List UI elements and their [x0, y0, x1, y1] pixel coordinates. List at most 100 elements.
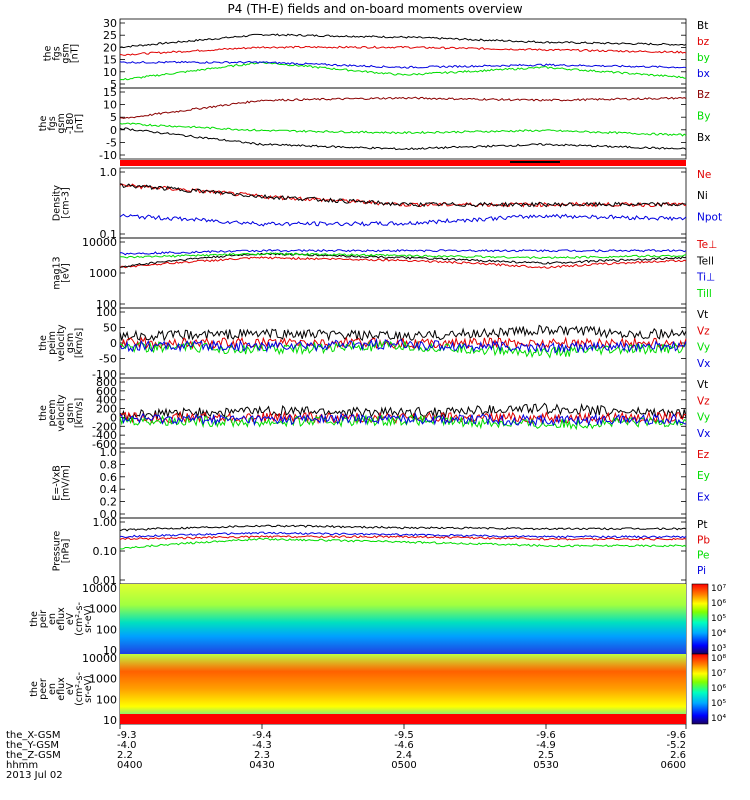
- y-axis-label: eV: [65, 682, 76, 695]
- series-peem-velocity-Vt: [119, 402, 687, 421]
- y-axis-label: gsm: [65, 333, 76, 353]
- series-peim-velocity-Vz: [119, 336, 687, 350]
- y-axis-label: the: [29, 611, 40, 627]
- x-row-value: -9.6: [536, 730, 556, 741]
- y-axis-label: sr-eV): [83, 605, 94, 633]
- peer-spectrogram-low-energy-band: [120, 714, 686, 724]
- panel-pressure: 0.01 0.10 1.00 Pressure[nPa] Pt Pb Pe Pi: [52, 516, 711, 587]
- y-axis-label: velocity: [56, 324, 67, 362]
- y-axis-label: (cm²-s-: [74, 602, 85, 636]
- y-tick-label: 15: [103, 54, 117, 67]
- y-axis-label: [nT]: [74, 114, 85, 133]
- y-tick-label: 100: [96, 298, 117, 311]
- x-row-value: -5.2: [666, 740, 686, 751]
- y-axis-label: the: [29, 681, 40, 697]
- y-axis-label: peer: [38, 678, 49, 700]
- y-axis-label: mag13: [52, 256, 63, 289]
- y-axis-label: gsm: [65, 403, 76, 423]
- y-tick-label: 1000: [89, 673, 117, 686]
- x-row-label: the_Z-GSM: [6, 750, 61, 761]
- peir-colorbar: [691, 583, 709, 655]
- x-row-value: 0530: [533, 760, 558, 771]
- legend-fgs-gse-0: Bz: [697, 89, 710, 101]
- y-tick-label: 10: [103, 99, 117, 112]
- y-axis-label: E=-VxB: [52, 465, 63, 500]
- legend-temperature-2: Ti⊥: [696, 272, 715, 284]
- y-tick-label: 0: [110, 337, 117, 350]
- series-density-Ni: [119, 183, 687, 208]
- x-row-value: -4.0: [117, 740, 137, 751]
- panel-frame-fgs-gse: [119, 87, 687, 160]
- y-tick-label: -100: [92, 368, 117, 381]
- y-tick-label: 800: [96, 376, 117, 389]
- panel-frame-efield: [119, 447, 687, 519]
- y-axis-label: the: [38, 335, 49, 351]
- y-axis-label: [eV]: [61, 263, 72, 283]
- x-row-value: 2.3: [254, 750, 270, 761]
- y-axis-label: eflux: [56, 677, 67, 701]
- colorbar-label: 10⁶: [711, 684, 726, 694]
- y-tick-label: -10: [99, 149, 117, 162]
- y-axis-label: -180: [65, 113, 76, 135]
- y-axis-label: [nT]: [70, 44, 81, 63]
- y-tick-label: 10000: [82, 236, 117, 249]
- y-tick-label: -200: [92, 420, 117, 433]
- y-axis-label: [cm-3]: [61, 187, 72, 218]
- y-tick-label: 0.10: [93, 545, 118, 558]
- y-axis-label: velocity: [56, 394, 67, 432]
- y-axis-label: peem: [47, 400, 58, 427]
- legend-efield-1: Ey: [697, 470, 710, 482]
- legend-temperature-1: Tell: [696, 255, 714, 267]
- x-row-value: -4.3: [252, 740, 272, 751]
- y-axis-label: gsm: [61, 43, 72, 63]
- legend-pressure-3: Pi: [697, 565, 706, 577]
- series-fgs-gse-By: [119, 122, 687, 137]
- y-axis-label: (cm²-s-: [74, 672, 85, 706]
- y-tick-label: 100: [96, 306, 117, 319]
- legend-density-1: Ni: [697, 190, 708, 202]
- series-fgs-gse-Bz: [119, 96, 687, 119]
- colorbar-label: 10⁸: [711, 654, 726, 664]
- legend-temperature-3: Till: [696, 288, 712, 300]
- y-tick-label: 10: [103, 714, 117, 727]
- panel-frame-fgs-gsm-mag: [119, 18, 687, 89]
- series-fgs-gsm-mag-Bt: [119, 33, 687, 49]
- series-temperature-Till: [120, 252, 687, 260]
- y-axis-label: en: [47, 683, 58, 695]
- y-tick-label: 15: [103, 86, 117, 99]
- series-temperature-Te⊥: [119, 256, 687, 269]
- series-pressure-Pi: [120, 531, 687, 539]
- x-row-value: -9.6: [666, 730, 686, 741]
- series-fgs-gse-Bx: [119, 127, 687, 151]
- date-label: 2013 Jul 02: [6, 770, 63, 781]
- legend-fgs-gsm-mag-0: Bt: [697, 20, 708, 32]
- y-tick-label: 1.0: [100, 446, 118, 459]
- y-tick-label: -50: [99, 353, 117, 366]
- colorbar-label: 10⁷: [711, 584, 726, 594]
- series-pressure-Pe: [119, 537, 687, 550]
- x-row-value: 0430: [249, 760, 274, 771]
- y-tick-label: 5: [110, 111, 117, 124]
- y-tick-label: 25: [103, 29, 117, 42]
- y-tick-label: 0.2: [100, 496, 118, 509]
- y-axis-label: Pressure: [52, 531, 63, 572]
- y-axis-label: eflux: [56, 607, 67, 631]
- panel-density: 0.1 1.0 Density[cm-3] Ne Ni Npot: [52, 166, 723, 241]
- quality-flag-bar: [120, 160, 686, 166]
- series-pressure-Pb: [119, 535, 687, 541]
- y-tick-label: 1000: [89, 267, 117, 280]
- colorbar-label: 10⁴: [711, 714, 726, 724]
- legend-peem-velocity-2: Vy: [697, 412, 710, 424]
- legend-pressure-1: Pb: [697, 534, 710, 546]
- x-row-value: 0400: [117, 760, 142, 771]
- y-tick-label: 100: [96, 693, 117, 706]
- y-tick-label: 1.00: [93, 516, 118, 529]
- y-axis-label: fgs: [47, 116, 58, 130]
- y-axis-label: [km/s]: [74, 328, 85, 358]
- series-temperature-Ti⊥: [120, 249, 687, 256]
- legend-fgs-gsm-mag-2: by: [697, 52, 710, 64]
- x-row-label: the_Y-GSM: [6, 740, 59, 751]
